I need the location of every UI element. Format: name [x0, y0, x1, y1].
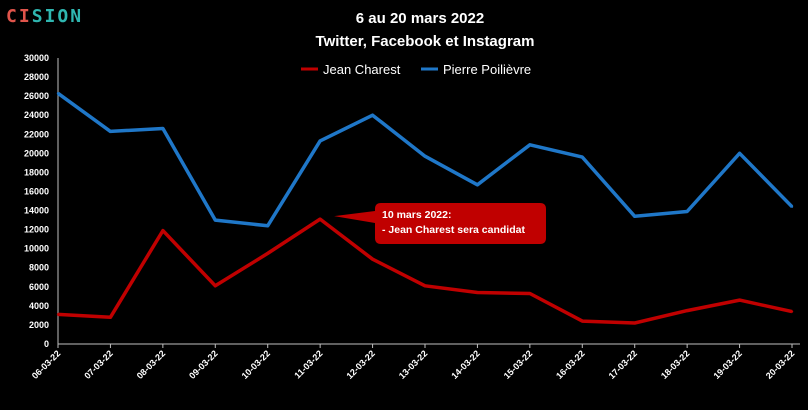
x-tick-label: 19-03-22 [711, 348, 744, 381]
data-point-pierre-poilievre [528, 143, 532, 146]
y-tick-label: 26000 [24, 91, 49, 101]
x-tick-label: 20-03-22 [764, 348, 797, 381]
y-tick-label: 0 [44, 339, 49, 349]
chart-title: 6 au 20 mars 2022 [356, 10, 484, 27]
x-tick-label: 08-03-22 [135, 348, 168, 381]
annotation-callout: 10 mars 2022: - Jean Charest sera candid… [334, 203, 546, 244]
annotation-line-2: - Jean Charest sera candidat [382, 224, 525, 236]
y-tick-label: 10000 [24, 244, 49, 254]
data-point-jean-charest [214, 284, 217, 288]
y-tick-label: 30000 [24, 53, 49, 63]
annotation-callout-shape [334, 203, 546, 244]
data-point-pierre-poilievre [318, 139, 322, 143]
data-point-pierre-poilievre [266, 224, 269, 227]
y-tick-label: 12000 [24, 225, 49, 235]
data-point-pierre-poilievre [161, 127, 165, 130]
x-tick-label: 06-03-22 [30, 348, 63, 381]
legend-label-jean-charest: Jean Charest [323, 62, 401, 77]
legend: Jean Charest Pierre Poilièvre [301, 62, 531, 77]
data-point-pierre-poilievre [56, 92, 60, 95]
data-point-jean-charest [633, 321, 636, 325]
x-tick-label: 10-03-22 [240, 348, 273, 381]
data-point-pierre-poilievre [214, 218, 217, 222]
y-tick-label: 28000 [24, 72, 49, 82]
data-point-jean-charest [318, 217, 322, 221]
data-point-jean-charest [423, 284, 427, 288]
y-tick-label: 16000 [24, 186, 49, 196]
data-point-pierre-poilievre [109, 130, 112, 133]
data-point-pierre-poilievre [476, 183, 479, 186]
y-tick-label: 4000 [29, 301, 49, 311]
y-tick-label: 22000 [24, 129, 49, 139]
data-point-pierre-poilievre [790, 205, 794, 208]
x-tick-label: 07-03-22 [82, 348, 115, 381]
data-point-jean-charest [528, 292, 532, 295]
y-tick-label: 18000 [24, 167, 49, 177]
data-point-jean-charest [161, 229, 165, 232]
annotation-line-1: 10 mars 2022: [382, 209, 451, 221]
data-point-jean-charest [56, 313, 60, 316]
y-tick-label: 2000 [29, 320, 49, 330]
data-point-pierre-poilievre [685, 210, 689, 213]
data-point-pierre-poilievre [738, 152, 741, 155]
x-tick-label: 13-03-22 [397, 348, 430, 381]
data-point-jean-charest [371, 257, 374, 261]
chart-subtitle: Twitter, Facebook et Instagram [316, 33, 535, 50]
x-tick-label: 12-03-22 [344, 348, 377, 381]
data-point-jean-charest [738, 298, 741, 302]
data-point-pierre-poilievre [581, 155, 584, 159]
logo-part-b: SION [31, 6, 84, 27]
data-point-jean-charest [109, 316, 112, 319]
x-tick-label: 17-03-22 [607, 348, 640, 381]
data-point-jean-charest [476, 291, 479, 294]
data-point-jean-charest [581, 319, 584, 323]
y-tick-label: 14000 [24, 206, 49, 216]
cision-logo: CISION [6, 6, 83, 27]
y-tick-label: 6000 [29, 282, 49, 292]
x-tick-label: 09-03-22 [187, 348, 220, 381]
data-point-jean-charest [790, 310, 794, 313]
data-point-pierre-poilievre [371, 114, 374, 117]
y-tick-label: 8000 [29, 263, 49, 273]
x-tick-label: 16-03-22 [554, 348, 587, 381]
data-point-jean-charest [266, 252, 269, 255]
x-axis: 06-03-22 07-03-22 08-03-22 09-03-22 10-03-22… [30, 343, 800, 381]
logo-part-a: CI [6, 6, 32, 27]
data-point-jean-charest [685, 309, 689, 312]
x-tick-label: 14-03-22 [449, 348, 482, 381]
x-tick-label: 18-03-22 [659, 348, 692, 381]
series-layer [56, 91, 794, 325]
y-tick-label: 24000 [24, 110, 49, 120]
data-point-pierre-poilievre [423, 154, 427, 158]
x-tick-label: 11-03-22 [292, 348, 324, 380]
legend-label-pierre-poilievre: Pierre Poilièvre [443, 62, 531, 77]
y-axis: 0 2000 4000 6000 8000 10000 12000 14000 16000 180… [24, 53, 59, 349]
x-tick-label: 15-03-22 [502, 348, 535, 381]
y-tick-label: 20000 [24, 148, 49, 158]
data-point-pierre-poilievre [633, 215, 636, 218]
